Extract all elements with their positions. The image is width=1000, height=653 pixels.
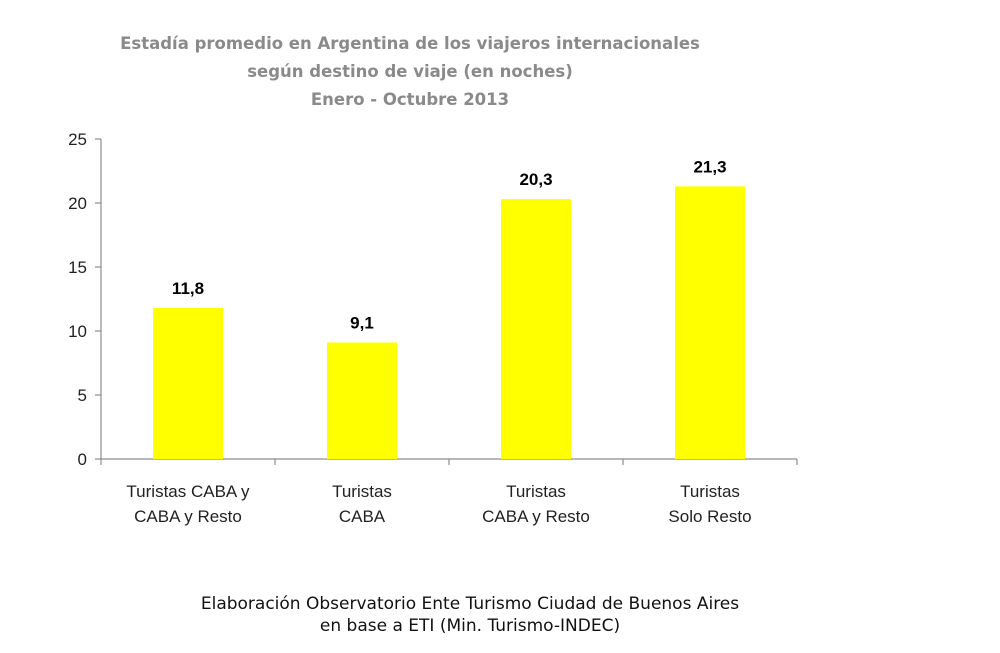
x-category-label: CABA y Resto bbox=[482, 507, 590, 526]
bar bbox=[675, 186, 745, 460]
x-category-label: Turistas bbox=[680, 482, 740, 501]
bar-value-label: 20,3 bbox=[519, 170, 552, 189]
y-tick-label: 0 bbox=[78, 450, 87, 469]
x-category-label: Turistas CABA y bbox=[126, 482, 250, 501]
bar-value-label: 11,8 bbox=[172, 279, 204, 298]
chart-title-line-3: Enero - Octubre 2013 bbox=[310, 90, 510, 109]
x-category-label: Turistas bbox=[506, 482, 566, 501]
footer-source-line-1: Elaboración Observatorio Ente Turismo Ci… bbox=[200, 594, 740, 614]
x-category-label: Turistas bbox=[332, 482, 392, 501]
footer-source-line-2: en base a ETI (Min. Turismo-INDEC) bbox=[319, 616, 621, 636]
y-tick-label: 5 bbox=[78, 386, 87, 405]
y-tick-label: 25 bbox=[68, 130, 87, 149]
bar-value-label: 21,3 bbox=[693, 157, 726, 176]
x-category-label: CABA y Resto bbox=[134, 507, 242, 526]
y-tick-label: 20 bbox=[68, 194, 87, 213]
chart-title-line-2: según destino de viaje (en noches) bbox=[247, 62, 573, 81]
bar bbox=[501, 199, 571, 459]
x-category-label: CABA bbox=[339, 507, 386, 526]
x-category-label: Solo Resto bbox=[668, 507, 751, 526]
y-tick-label: 15 bbox=[68, 258, 87, 277]
bar bbox=[153, 307, 223, 459]
bar-value-label: 9,1 bbox=[350, 314, 374, 333]
chart-title-line-1: Estadía promedio en Argentina de los via… bbox=[120, 34, 700, 53]
y-tick-label: 10 bbox=[68, 322, 87, 341]
bar bbox=[327, 342, 397, 459]
